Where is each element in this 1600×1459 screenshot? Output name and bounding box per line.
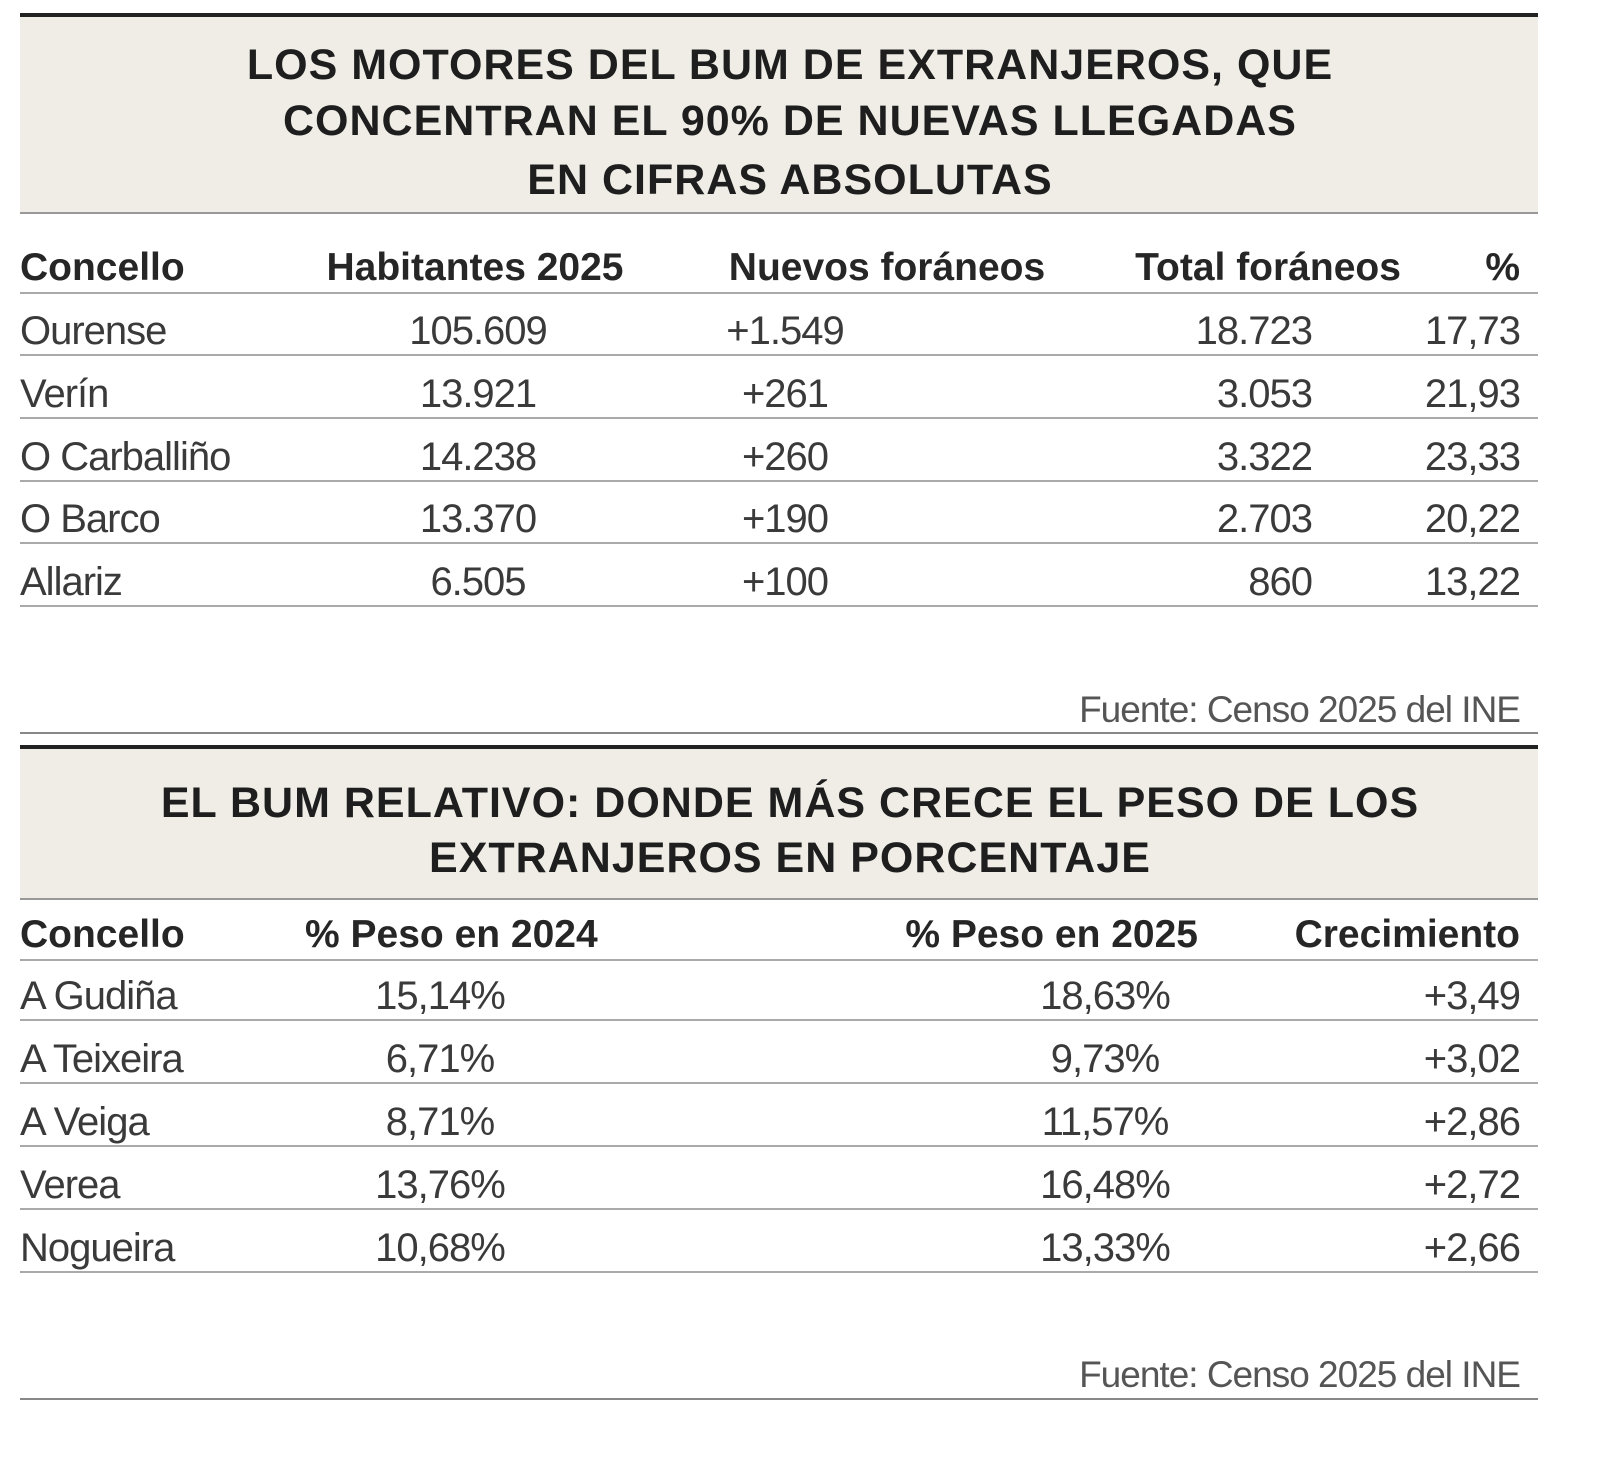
table-cell: +3,02 [1423,1037,1521,1081]
table-cell: 3.053 [1216,371,1313,416]
column-header: Total foráneos [1135,246,1401,289]
table-cell: +2,72 [1423,1163,1521,1207]
table-cell: 21,93 [1424,371,1521,416]
table-cell: 2.703 [1216,497,1313,542]
rule [20,13,1538,17]
table-cell: 23,33 [1424,434,1521,479]
table-cell: 13,33% [1040,1226,1171,1270]
rule [20,542,1538,545]
rule [20,1208,1538,1210]
rule [20,354,1538,356]
rule [20,1271,1538,1273]
column-header: % Peso en 2025 [905,913,1198,956]
table-cell: A Teixeira [20,1037,184,1081]
table-cell: Nogueira [20,1226,175,1270]
table-cell: 8,71% [385,1100,495,1144]
table-cell: 105.609 [409,309,548,353]
table-title: EN CIFRAS ABSOLUTAS [527,156,1053,204]
rule [20,605,1538,608]
table-cell: O Carballiño [20,434,231,479]
rule [20,1019,1538,1021]
column-header: Nuevos foráneos [728,246,1046,289]
table-cell: Verín [20,371,109,416]
table-cell: 10,68% [375,1226,506,1270]
title-band [20,17,1538,212]
title-band [20,749,1538,898]
rule [20,898,1538,900]
source-note: Fuente: Censo 2025 del INE [1079,689,1521,730]
table-cell: +3,49 [1423,974,1521,1018]
table-cell: A Veiga [20,1100,150,1144]
table-cell: 18.723 [1195,309,1313,353]
rule [20,1145,1538,1147]
rule [20,479,1538,482]
table-cell: +261 [741,371,829,416]
column-header: Concello [20,913,185,956]
table-cell: 6,71% [385,1037,495,1081]
table-cell: Verea [20,1163,121,1207]
rule [20,1082,1538,1084]
column-header: Habitantes 2025 [326,246,624,289]
table-cell: A Gudiña [20,974,178,1018]
table-cell: 17,73 [1424,309,1521,353]
table-cell: +1.549 [726,309,844,353]
table-cell: 13.921 [419,371,537,416]
table-cell: O Barco [20,497,161,542]
rule [20,959,1538,961]
table-cell: 13.370 [419,497,537,542]
rule [20,745,1538,749]
table-title: CONCENTRAN EL 90% DE NUEVAS LLEGADAS [283,97,1297,145]
table-cell: 860 [1248,560,1313,605]
table-cell: 11,57% [1041,1100,1170,1144]
table-cell: 18,63% [1040,974,1171,1018]
column-header: Crecimiento [1294,913,1520,956]
rule [20,1398,1538,1400]
rule [20,292,1538,294]
rule [20,212,1538,214]
table-cell: +190 [741,497,829,542]
column-header: % Peso en 2024 [305,913,598,956]
table-cell: 6.505 [430,560,526,605]
column-header: % [1485,246,1520,289]
table-title: EXTRANJEROS EN PORCENTAJE [429,834,1151,882]
table-cell: Ourense [20,309,167,353]
rule [20,416,1538,419]
table-cell: 13,22 [1424,560,1521,605]
table-cell: 3.322 [1216,434,1313,479]
source-note: Fuente: Censo 2025 del INE [1079,1354,1521,1395]
rule [20,732,1538,734]
table-cell: +260 [741,434,829,479]
table-cell: 13,76% [375,1163,506,1207]
table-cell: 16,48% [1040,1163,1171,1207]
table-cell: 14.238 [419,434,537,479]
table-cell: 15,14% [375,974,506,1018]
table-cell: +100 [741,560,829,605]
table-title: LOS MOTORES DEL BUM DE EXTRANJEROS, QUE [246,41,1334,89]
table-cell: +2,86 [1423,1100,1521,1144]
table-cell: Allariz [20,560,123,605]
table-title: EL BUM RELATIVO: DONDE MÁS CRECE EL PESO… [160,779,1420,827]
table-cell: 20,22 [1424,497,1521,542]
table-cell: 9,73% [1050,1037,1160,1081]
column-header: Concello [20,246,185,289]
table-cell: +2,66 [1423,1226,1521,1270]
